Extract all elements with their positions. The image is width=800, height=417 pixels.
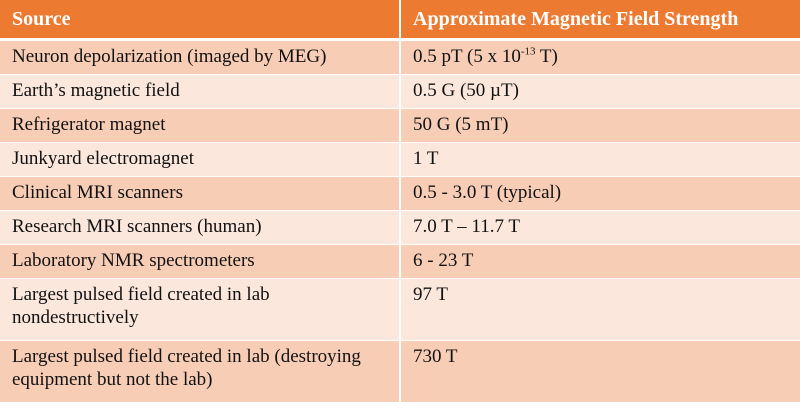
header-source: Source	[0, 0, 401, 41]
table-row: Laboratory NMR spectrometers 6 - 23 T	[0, 244, 800, 279]
strength-cell: 0.5 pT (5 x 10-13 T)	[400, 39, 800, 75]
source-cell: Research MRI scanners (human)	[0, 210, 401, 245]
source-cell: Refrigerator magnet	[0, 108, 401, 143]
header-row: Source Approximate Magnetic Field Streng…	[0, 0, 800, 41]
source-cell: Largest pulsed field created in lab nond…	[0, 278, 401, 341]
source-cell: Laboratory NMR spectrometers	[0, 244, 401, 279]
source-cell: Largest pulsed field created in lab (des…	[0, 340, 401, 402]
strength-cell: 1 T	[400, 142, 800, 177]
source-cell: Clinical MRI scanners	[0, 176, 401, 211]
strength-cell: 0.5 - 3.0 T (typical)	[400, 176, 800, 211]
strength-cell: 6 - 23 T	[400, 244, 800, 279]
header-strength: Approximate Magnetic Field Strength	[400, 0, 800, 41]
strength-cell: 50 G (5 mT)	[400, 108, 800, 143]
magnetic-field-table: Source Approximate Magnetic Field Streng…	[0, 0, 800, 402]
source-cell: Earth’s magnetic field	[0, 74, 401, 109]
strength-text-end: T)	[535, 46, 558, 68]
strength-text: 0.5 pT (5 x 10	[413, 46, 521, 68]
table-row: Clinical MRI scanners 0.5 - 3.0 T (typic…	[0, 176, 800, 211]
strength-cell: 0.5 G (50 µT)	[400, 74, 800, 109]
strength-cell: 97 T	[400, 278, 800, 341]
table-row: Earth’s magnetic field 0.5 G (50 µT)	[0, 74, 800, 109]
table-row: Largest pulsed field created in lab (des…	[0, 340, 800, 402]
table-row: Neuron depolarization (imaged by MEG) 0.…	[0, 39, 800, 75]
table-row: Research MRI scanners (human) 7.0 T – 11…	[0, 210, 800, 245]
source-cell: Junkyard electromagnet	[0, 142, 401, 177]
strength-cell: 7.0 T – 11.7 T	[400, 210, 800, 245]
table-row: Largest pulsed field created in lab nond…	[0, 278, 800, 341]
exponent-text: -13	[520, 45, 536, 58]
strength-cell: 730 T	[400, 340, 800, 402]
table-row: Junkyard electromagnet 1 T	[0, 142, 800, 177]
table-row: Refrigerator magnet 50 G (5 mT)	[0, 108, 800, 143]
source-cell: Neuron depolarization (imaged by MEG)	[0, 39, 401, 75]
